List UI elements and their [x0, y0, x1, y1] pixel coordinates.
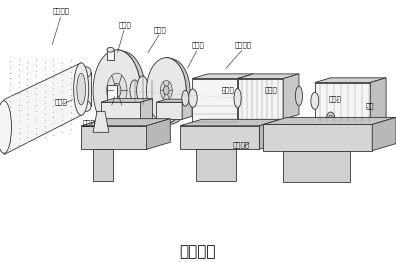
Ellipse shape	[295, 86, 303, 106]
Polygon shape	[283, 74, 299, 119]
Ellipse shape	[74, 63, 89, 115]
Polygon shape	[238, 74, 299, 79]
Text: 非气口: 非气口	[118, 21, 131, 28]
Bar	[238, 79, 283, 119]
Bar	[192, 79, 238, 124]
Polygon shape	[283, 151, 350, 182]
Ellipse shape	[77, 73, 86, 105]
Ellipse shape	[81, 67, 91, 77]
Ellipse shape	[137, 76, 148, 105]
Polygon shape	[180, 119, 281, 126]
Ellipse shape	[0, 101, 11, 153]
Polygon shape	[259, 119, 281, 149]
Polygon shape	[141, 99, 152, 126]
Bar	[180, 126, 259, 149]
Ellipse shape	[164, 86, 169, 95]
Ellipse shape	[328, 115, 333, 123]
Bar	[81, 126, 147, 149]
Ellipse shape	[107, 47, 114, 52]
Text: 主电机: 主电机	[265, 86, 278, 93]
Polygon shape	[166, 58, 190, 124]
Polygon shape	[147, 119, 170, 149]
Polygon shape	[315, 78, 386, 83]
Ellipse shape	[311, 92, 319, 110]
Ellipse shape	[107, 73, 127, 108]
Polygon shape	[370, 78, 386, 123]
Text: 轴承座: 轴承座	[192, 42, 204, 48]
Polygon shape	[117, 50, 145, 132]
Bar	[107, 85, 117, 102]
Text: 辅助: 辅助	[366, 102, 375, 109]
Polygon shape	[93, 111, 109, 132]
Text: 工机架: 工机架	[55, 98, 68, 105]
Bar	[315, 83, 370, 123]
Text: 进料口: 进料口	[83, 119, 95, 126]
Polygon shape	[4, 63, 81, 155]
Bar	[81, 72, 91, 106]
Polygon shape	[156, 99, 192, 102]
Bar	[263, 124, 372, 151]
Bar	[107, 50, 114, 60]
Ellipse shape	[188, 89, 197, 107]
Polygon shape	[372, 117, 396, 151]
Polygon shape	[81, 119, 170, 126]
Text: 涋封机: 涋封机	[154, 26, 167, 33]
Ellipse shape	[113, 83, 121, 97]
Text: 辅助电机: 辅助电机	[233, 141, 250, 148]
Ellipse shape	[182, 90, 189, 106]
Ellipse shape	[147, 58, 186, 123]
Text: 主磁递机: 主磁递机	[235, 42, 252, 48]
Bar	[101, 102, 141, 126]
Polygon shape	[93, 149, 113, 181]
Text: 中心传动: 中心传动	[180, 244, 216, 259]
Bar	[156, 102, 182, 119]
Ellipse shape	[160, 81, 172, 100]
Polygon shape	[192, 74, 253, 79]
Ellipse shape	[234, 88, 241, 108]
Ellipse shape	[81, 101, 91, 111]
Ellipse shape	[93, 50, 141, 131]
Polygon shape	[182, 99, 192, 119]
Text: 工油器: 工油器	[221, 86, 234, 93]
Ellipse shape	[326, 112, 335, 127]
Polygon shape	[263, 117, 396, 124]
Text: 辅油器: 辅油器	[328, 96, 341, 102]
Ellipse shape	[148, 80, 157, 101]
Ellipse shape	[130, 80, 139, 101]
Polygon shape	[196, 149, 236, 181]
Text: 球机筒体: 球机筒体	[53, 8, 70, 14]
Polygon shape	[101, 99, 152, 102]
Polygon shape	[238, 74, 253, 124]
